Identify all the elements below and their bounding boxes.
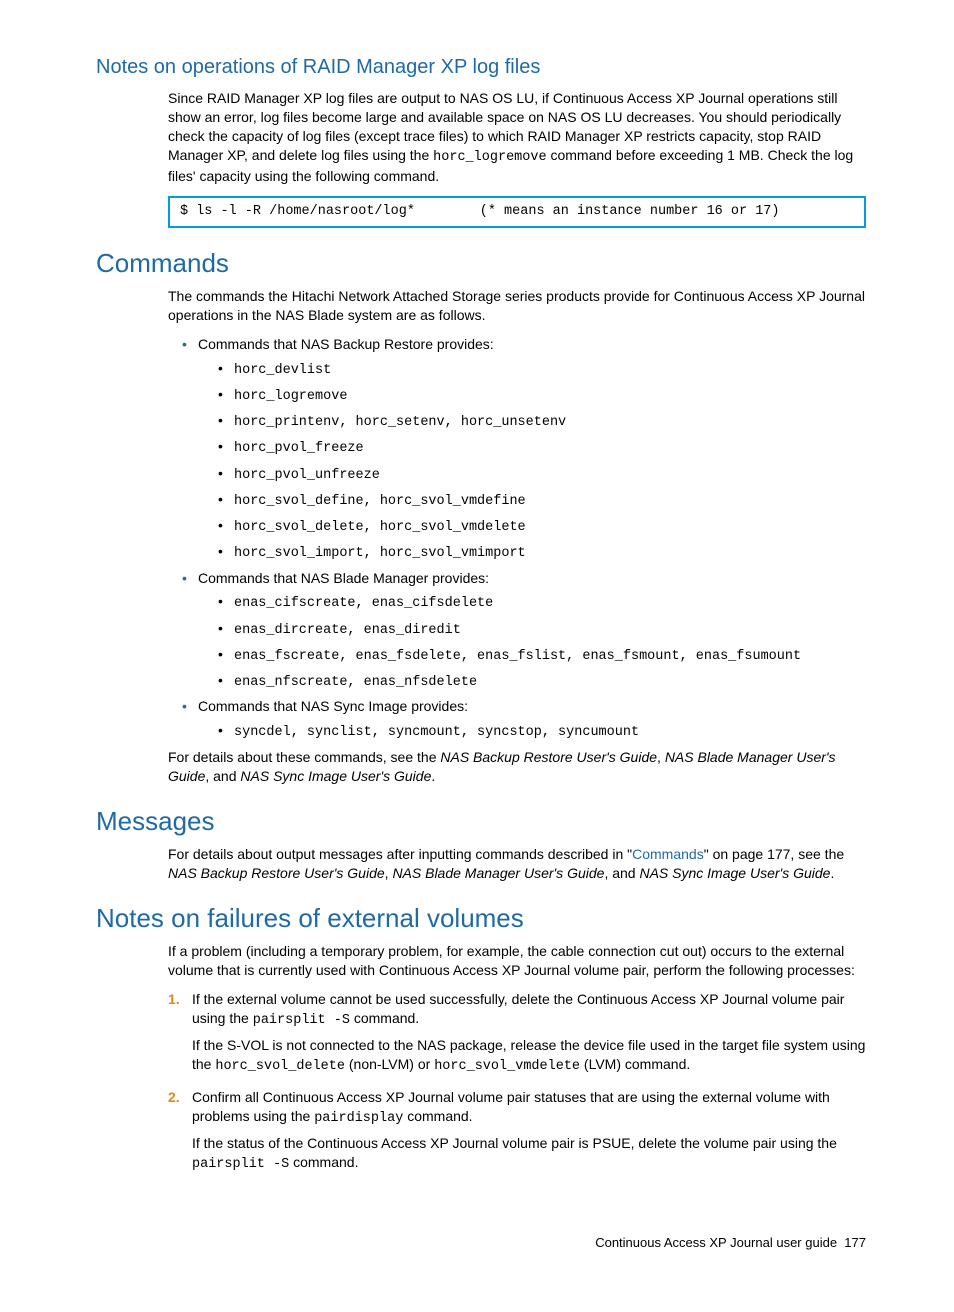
text: (LVM) command. [580,1056,690,1072]
group-nas-blade-manager: Commands that NAS Blade Manager provides… [182,569,866,693]
text: command. [403,1108,472,1124]
text: . [431,768,435,784]
cmd-item: horc_pvol_freeze [218,437,866,458]
inline-code: pairdisplay [314,1111,403,1126]
group-label: Commands that NAS Sync Image provides: [198,698,468,714]
step-1: 1. If the external volume cannot be used… [168,990,866,1076]
text: If the status of the Continuous Access X… [192,1135,837,1151]
text: . [830,865,834,881]
ref-guide: NAS Backup Restore User's Guide [440,749,657,765]
inline-code: horc_svol_vmdelete [434,1059,580,1074]
group-items: horc_devlist horc_logremove horc_printen… [218,359,866,564]
text: " on page 177, see the [704,846,844,862]
messages-paragraph: For details about output messages after … [168,845,866,883]
ref-guide: NAS Backup Restore User's Guide [168,865,385,881]
step-2: 2. Confirm all Continuous Access XP Jour… [168,1088,866,1174]
ref-guide: NAS Blade Manager User's Guide [392,865,604,881]
link-commands[interactable]: Commands [632,846,704,862]
text: (non-LVM) or [345,1056,434,1072]
cmd-item: horc_printenv, horc_setenv, horc_unseten… [218,411,866,432]
raid-log-paragraph: Since RAID Manager XP log files are outp… [168,89,866,186]
cmd-item: enas_nfscreate, enas_nfsdelete [218,671,866,692]
footer-page-number: 177 [844,1235,866,1250]
cmd-item: enas_cifscreate, enas_cifsdelete [218,592,866,613]
cmd-item: horc_svol_define, horc_svol_vmdefine [218,490,866,511]
commands-outro: For details about these commands, see th… [168,748,866,786]
footer-title: Continuous Access XP Journal user guide [595,1235,837,1250]
group-nas-sync-image: Commands that NAS Sync Image provides: s… [182,697,866,742]
external-steps: 1. If the external volume cannot be used… [168,990,866,1174]
text: command. [289,1154,358,1170]
commands-groups: Commands that NAS Backup Restore provide… [182,335,866,743]
inline-code-horc-logremove: horc_logremove [433,150,546,165]
inline-code: pairsplit -S [192,1157,289,1172]
cmd-item: horc_svol_delete, horc_svol_vmdelete [218,516,866,537]
section-commands: The commands the Hitachi Network Attache… [168,287,866,786]
group-label: Commands that NAS Backup Restore provide… [198,336,494,352]
heading-external-volumes: Notes on failures of external volumes [96,901,866,936]
cmd-item: horc_devlist [218,359,866,380]
section-raid-log-files: Since RAID Manager XP log files are outp… [168,89,866,228]
cmd-item: enas_dircreate, enas_diredit [218,619,866,640]
step-body: Confirm all Continuous Access XP Journal… [192,1088,866,1128]
cmd-item: horc_logremove [218,385,866,406]
code-ls-command: $ ls -l -R /home/nasroot/log* (* means a… [168,196,866,228]
section-external-volumes: If a problem (including a temporary prob… [168,942,866,1174]
ref-guide: NAS Sync Image User's Guide [639,865,830,881]
section-messages: For details about output messages after … [168,845,866,883]
text: For details about output messages after … [168,846,632,862]
group-nas-backup-restore: Commands that NAS Backup Restore provide… [182,335,866,564]
page-footer: Continuous Access XP Journal user guide … [96,1234,866,1252]
step-body: If the external volume cannot be used su… [192,990,866,1030]
group-items: syncdel, synclist, syncmount, syncstop, … [218,721,866,742]
step-body: If the status of the Continuous Access X… [192,1134,866,1174]
heading-commands: Commands [96,246,866,281]
inline-code: horc_svol_delete [215,1059,345,1074]
text: , and [604,865,639,881]
group-label: Commands that NAS Blade Manager provides… [198,570,489,586]
commands-intro: The commands the Hitachi Network Attache… [168,287,866,325]
heading-messages: Messages [96,804,866,839]
cmd-item: horc_pvol_unfreeze [218,464,866,485]
cmd-item: enas_fscreate, enas_fsdelete, enas_fslis… [218,645,866,666]
text: Confirm all Continuous Access XP Journal… [192,1089,830,1124]
group-items: enas_cifscreate, enas_cifsdelete enas_di… [218,592,866,692]
cmd-item: syncdel, synclist, syncmount, syncstop, … [218,721,866,742]
text: For details about these commands, see th… [168,749,440,765]
cmd-item: horc_svol_import, horc_svol_vmimport [218,542,866,563]
text: , and [205,768,240,784]
text: , [657,749,665,765]
step-number: 1. [168,990,180,1009]
text: command. [350,1010,419,1026]
external-intro: If a problem (including a temporary prob… [168,942,866,980]
step-number: 2. [168,1088,180,1107]
step-body: If the S-VOL is not connected to the NAS… [192,1036,866,1076]
heading-raid-log-files: Notes on operations of RAID Manager XP l… [96,54,866,81]
inline-code: pairsplit -S [253,1013,350,1028]
ref-guide: NAS Sync Image User's Guide [240,768,431,784]
